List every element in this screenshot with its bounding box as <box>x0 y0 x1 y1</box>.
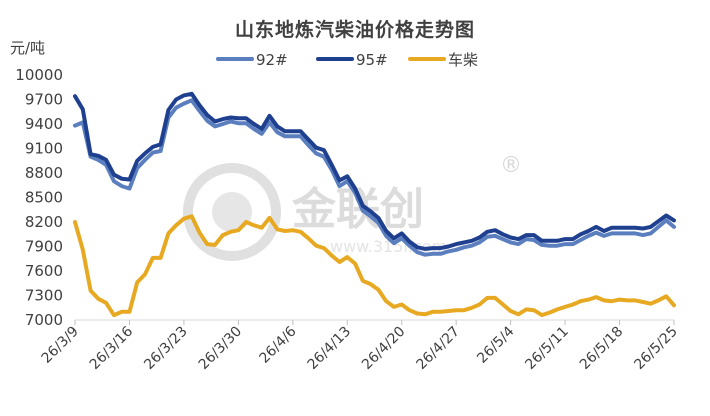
watermark-logo-core <box>212 192 252 232</box>
y-tick-label: 7300 <box>25 287 63 305</box>
y-tick-label: 9400 <box>25 115 63 133</box>
y-axis-unit-label: 元/吨 <box>10 39 45 57</box>
watermark-logo-ring <box>183 163 281 261</box>
legend-label: 95# <box>356 51 388 69</box>
y-tick-label: 8800 <box>25 164 63 182</box>
y-tick-label: 8200 <box>25 213 63 231</box>
y-tick-label: 9100 <box>25 140 63 158</box>
legend-label: 92# <box>256 51 288 69</box>
y-tick-label: 7600 <box>25 262 63 280</box>
series-line-2 <box>73 91 676 251</box>
series-line-3 <box>73 214 676 318</box>
watermark-registered-mark: ® <box>500 153 522 178</box>
y-axis-ticks: 7000 7300 7600 7900 8200 8500 8800 9100 9400 9700… <box>15 66 63 329</box>
y-tick-label: 10000 <box>15 66 63 84</box>
legend-label: 车柴 <box>448 51 478 69</box>
y-tick-label: 7900 <box>25 238 63 256</box>
y-tick-label: 9700 <box>25 91 63 109</box>
series-line-1 <box>73 98 676 257</box>
y-tick-label: 7000 <box>25 311 63 329</box>
series-layer <box>73 91 676 318</box>
legend: 92# 95# 车柴 <box>216 51 478 69</box>
chart-title: 山东地炼汽柴油价格走势图 <box>235 18 475 41</box>
y-tick-label: 8500 <box>25 189 63 207</box>
watermark: 金联创 www.315i.com ® <box>183 153 522 261</box>
